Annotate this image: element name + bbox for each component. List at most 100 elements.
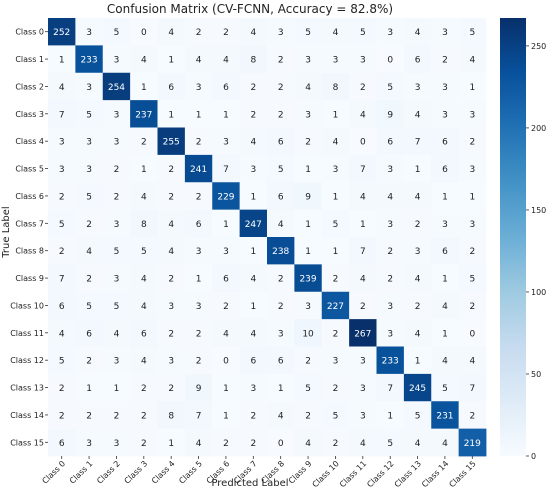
heatmap-cell <box>349 346 377 375</box>
cell-value-label: 7 <box>415 138 421 148</box>
x-tick-label: Class 0 <box>40 459 67 486</box>
cell-value-label: 7 <box>223 165 229 175</box>
heatmap-cell <box>321 373 350 402</box>
cell-value-label: 2 <box>250 439 256 449</box>
heatmap-cell <box>130 319 158 347</box>
y-axis-label: True Label <box>1 206 12 258</box>
heatmap-cell <box>184 72 213 101</box>
heatmap-cell <box>431 346 460 375</box>
cell-value-label: 6 <box>278 357 284 367</box>
cell-value-label: 0 <box>360 138 366 148</box>
cell-value-label: 3 <box>114 357 120 367</box>
cell-value-label: 3 <box>59 165 65 175</box>
heatmap-cell <box>267 45 295 74</box>
cell-value-label: 2 <box>415 220 421 230</box>
heatmap-cell <box>403 182 432 211</box>
cell-value-label: 4 <box>415 439 421 449</box>
heatmap-cell <box>130 291 158 320</box>
heatmap-cell <box>212 264 241 293</box>
y-tick-label: Class 12 <box>10 356 44 365</box>
heatmap-cell <box>431 18 460 46</box>
cell-value-label: 4 <box>114 329 120 339</box>
heatmap-cell <box>294 428 323 457</box>
cell-value-label: 3 <box>415 247 421 257</box>
heatmap-cell <box>102 182 131 211</box>
cell-value-label: 5 <box>469 28 475 38</box>
colorbar-tick-label: 0 <box>531 452 536 461</box>
heatmap-cell <box>130 401 158 430</box>
heatmap-cell <box>376 127 405 156</box>
heatmap-cell <box>102 45 131 74</box>
cell-value-label: 2 <box>86 357 92 367</box>
cell-value-label: 2 <box>168 384 174 394</box>
heatmap-cell <box>294 264 323 293</box>
cell-value-label: 2 <box>333 329 339 339</box>
cell-value-label: 238 <box>272 247 289 257</box>
heatmap-cell <box>321 264 350 293</box>
heatmap-cell <box>403 154 432 183</box>
heatmap-cell <box>294 319 323 347</box>
heatmap-cell <box>403 401 432 430</box>
y-tick-label: Class 4 <box>15 137 44 146</box>
cell-value-label: 219 <box>464 439 481 449</box>
heatmap-cell <box>294 237 323 265</box>
cell-value-label: 255 <box>163 138 180 148</box>
cell-value-label: 2 <box>278 83 284 93</box>
cell-value-label: 7 <box>59 275 65 285</box>
cell-value-label: 4 <box>360 192 366 202</box>
heatmap-cell <box>458 346 487 375</box>
heatmap-cell <box>184 18 213 46</box>
heatmap-cell <box>157 346 186 375</box>
cell-value-label: 3 <box>250 384 256 394</box>
cell-value-label: 4 <box>442 357 448 367</box>
cell-value-label: 2 <box>168 329 174 339</box>
cell-value-label: 2 <box>86 220 92 230</box>
cell-value-label: 4 <box>223 329 229 339</box>
heatmap-cell <box>403 428 432 457</box>
heatmap-cell <box>239 264 268 293</box>
cell-value-label: 1 <box>59 56 65 66</box>
heatmap-cell <box>458 401 487 430</box>
cell-value-label: 3 <box>360 384 366 394</box>
heatmap-cell <box>431 209 460 238</box>
heatmap-cell <box>212 100 241 128</box>
cell-value-label: 1 <box>250 247 256 257</box>
cell-value-label: 1 <box>469 192 475 202</box>
heatmap-cell <box>239 237 268 265</box>
y-tick-label: Class 0 <box>15 28 44 37</box>
cell-value-label: 4 <box>415 275 421 285</box>
heatmap-cell <box>403 237 432 265</box>
heatmap-cell <box>48 127 76 156</box>
heatmap-cell <box>376 428 405 457</box>
cell-value-label: 3 <box>59 138 65 148</box>
cell-value-label: 6 <box>442 247 448 257</box>
heatmap-cell <box>376 72 405 101</box>
cell-value-label: 4 <box>360 439 366 449</box>
cell-value-label: 3 <box>305 56 311 66</box>
heatmap-cell <box>458 209 487 238</box>
heatmap-cell <box>294 209 323 238</box>
cell-value-label: 3 <box>305 110 311 120</box>
heatmap-cell <box>102 291 131 320</box>
cell-value-label: 5 <box>442 384 448 394</box>
heatmap-cell <box>184 319 213 347</box>
cell-value-label: 3 <box>86 83 92 93</box>
heatmap-cell <box>458 319 487 347</box>
heatmap-cell <box>321 45 350 74</box>
cell-value-label: 239 <box>299 275 316 285</box>
cell-value-label: 3 <box>86 165 92 175</box>
heatmap-cell <box>212 237 241 265</box>
heatmap-cell <box>321 401 350 430</box>
y-tick-label: Class 1 <box>15 55 44 64</box>
cell-value-label: 4 <box>196 439 202 449</box>
cell-value-label: 2 <box>141 138 147 148</box>
heatmap-cell <box>130 264 158 293</box>
heatmap-cell <box>294 182 323 211</box>
cell-value-label: 4 <box>333 138 339 148</box>
colorbar: 0 50 100 150 200 250 <box>500 18 546 461</box>
heatmap-cell <box>267 346 295 375</box>
heatmap-cell <box>239 154 268 183</box>
heatmap-cell <box>294 291 323 320</box>
cell-value-label: 4 <box>141 56 147 66</box>
cell-value-label: 4 <box>168 220 174 230</box>
